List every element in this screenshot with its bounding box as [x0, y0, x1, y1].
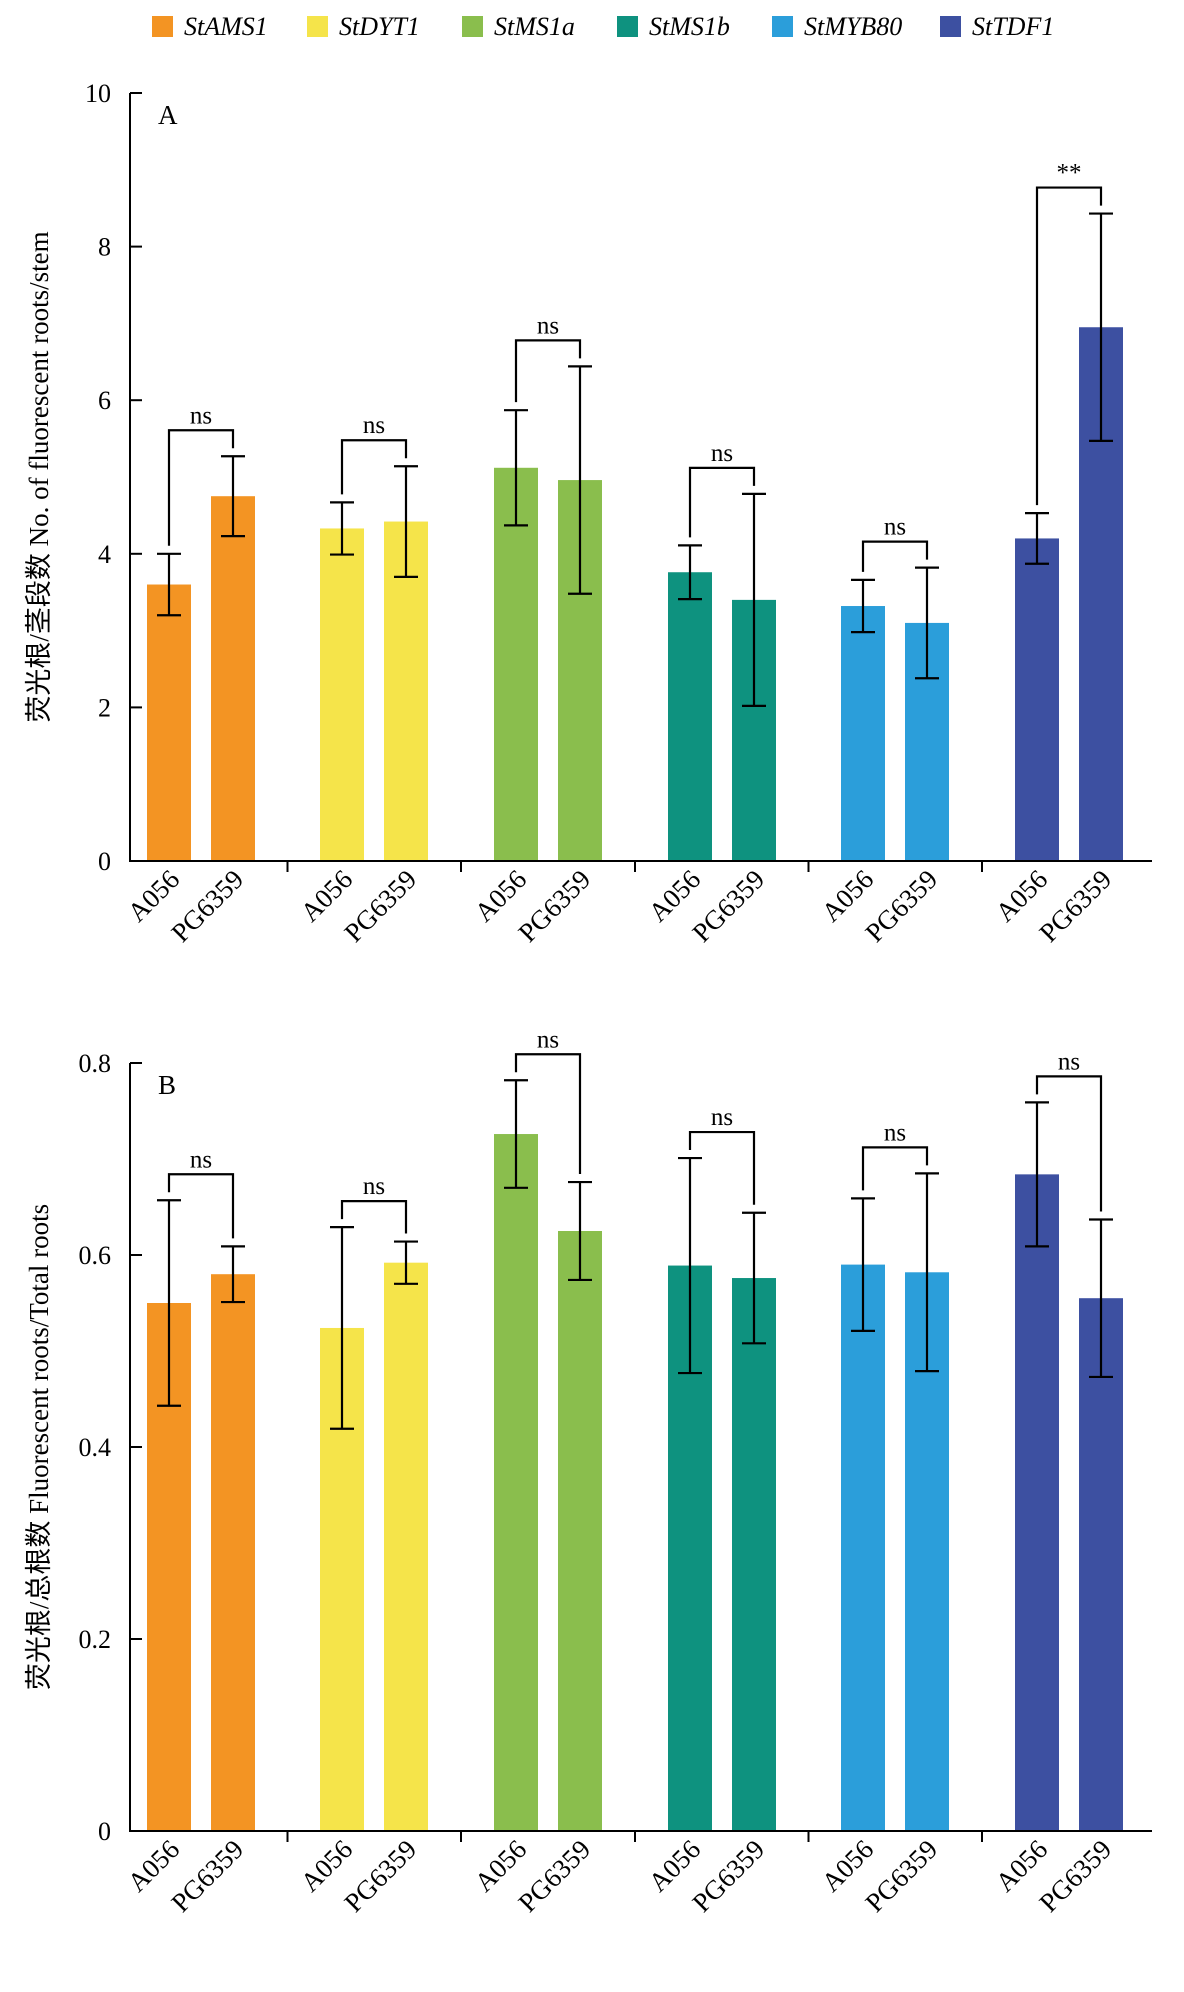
legend-swatch-StMS1b: [617, 16, 638, 37]
significance-bracket-StAMS1: [167, 1173, 235, 1239]
legend-label-StTDF1: StTDF1: [972, 12, 1054, 41]
significance-bracket-StMYB80: [861, 1146, 929, 1191]
y-tick-label: 0.2: [79, 1625, 112, 1654]
legend-swatch-StAMS1: [152, 16, 173, 37]
significance-bracket-StTDF1: [1035, 1075, 1103, 1212]
significance-label-StMYB80: ns: [884, 514, 906, 541]
x-category-label-StTDF1-PG6359: PG6359: [1033, 864, 1117, 948]
x-category-label-StDYT1-PG6359: PG6359: [338, 1834, 422, 1918]
x-category-label-StDYT1-PG6359: PG6359: [338, 864, 422, 948]
bar-StAMS1-A056: [147, 584, 191, 861]
bar-StMS1a-A056: [494, 467, 538, 861]
x-category-label-StMS1b-PG6359: PG6359: [686, 1834, 770, 1918]
bar-StDYT1-PG6359: [384, 521, 428, 861]
significance-bracket-StAMS1: [167, 429, 235, 546]
significance-bracket-StMS1a: [514, 1053, 582, 1175]
significance-bracket-StDYT1: [340, 1200, 408, 1234]
significance-bracket-StMS1a: [514, 339, 582, 403]
x-category-label-StMYB80-PG6359: PG6359: [859, 1834, 943, 1918]
y-tick-label: 10: [85, 79, 111, 108]
significance-label-StMS1a: ns: [537, 312, 559, 339]
x-category-label-StAMS1-PG6359: PG6359: [165, 864, 249, 948]
significance-label-StTDF1: ns: [1058, 1048, 1080, 1075]
y-tick-label: 0.6: [79, 1241, 112, 1270]
panel-letter: B: [158, 1070, 176, 1100]
bar-StDYT1-A056: [320, 528, 364, 861]
legend-label-StMS1a: StMS1a: [494, 12, 575, 41]
legend-swatch-StMYB80: [772, 16, 793, 37]
legend-label-StMYB80: StMYB80: [804, 12, 902, 41]
y-tick-label: 0.8: [79, 1049, 112, 1078]
x-category-label-StTDF1-PG6359: PG6359: [1033, 1834, 1117, 1918]
bar-StMYB80-A056: [841, 606, 885, 861]
significance-label-StMS1a: ns: [537, 1026, 559, 1053]
legend-label-StDYT1: StDYT1: [339, 12, 420, 41]
y-axis-title: 荧光根/茎段数 No. of fluorescent roots/stem: [24, 231, 54, 722]
x-category-label-StMS1a-PG6359: PG6359: [512, 864, 596, 948]
bar-StMS1b-A056: [668, 572, 712, 861]
significance-label-StDYT1: ns: [363, 1173, 385, 1200]
bar-StMYB80-A056: [841, 1264, 885, 1831]
legend-label-StAMS1: StAMS1: [184, 12, 268, 41]
x-category-label-StMYB80-PG6359: PG6359: [859, 864, 943, 948]
y-tick-label: 6: [98, 386, 111, 415]
bar-StMS1b-PG6359: [732, 1278, 776, 1831]
significance-label-StMS1b: ns: [711, 1104, 733, 1131]
bar-StDYT1-PG6359: [384, 1262, 428, 1831]
panel-letter: A: [158, 100, 178, 130]
significance-label-StTDF1: **: [1057, 160, 1082, 187]
significance-label-StAMS1: ns: [190, 1146, 212, 1173]
significance-label-StAMS1: ns: [190, 402, 212, 429]
significance-bracket-StMS1b: [688, 1130, 756, 1205]
bar-StMS1a-PG6359: [558, 1231, 602, 1831]
significance-bracket-StMS1b: [688, 466, 756, 538]
y-axis-title: 荧光根/总根数 Fluorescent roots/Total roots: [24, 1204, 54, 1690]
y-tick-label: 0: [98, 1817, 111, 1846]
x-category-label-StAMS1-PG6359: PG6359: [165, 1834, 249, 1918]
significance-label-StMS1b: ns: [711, 440, 733, 467]
bar-StMS1a-A056: [494, 1134, 538, 1831]
bar-StTDF1-A056: [1015, 538, 1059, 861]
significance-label-StDYT1: ns: [363, 412, 385, 439]
y-tick-label: 4: [98, 540, 111, 569]
legend-swatch-StTDF1: [940, 16, 961, 37]
significance-bracket-StDYT1: [340, 439, 408, 495]
significance-bracket-StMYB80: [861, 540, 929, 572]
y-tick-label: 8: [98, 233, 111, 262]
bar-StAMS1-PG6359: [211, 1274, 255, 1831]
bar-StTDF1-A056: [1015, 1174, 1059, 1831]
x-category-label-StMS1a-PG6359: PG6359: [512, 1834, 596, 1918]
y-tick-label: 2: [98, 693, 111, 722]
bar-StAMS1-PG6359: [211, 496, 255, 861]
y-tick-label: 0: [98, 847, 111, 876]
legend-swatch-StMS1a: [462, 16, 483, 37]
legend-swatch-StDYT1: [307, 16, 328, 37]
legend-label-StMS1b: StMS1b: [649, 12, 730, 41]
x-category-label-StMS1b-PG6359: PG6359: [686, 864, 770, 948]
significance-bracket-StTDF1: [1035, 186, 1103, 506]
legend: StAMS1 StDYT1 StMS1a StMS1b StMYB80 StTDF1: [152, 12, 1054, 41]
bar-StTDF1-PG6359: [1079, 1298, 1123, 1831]
significance-label-StMYB80: ns: [884, 1119, 906, 1146]
y-tick-label: 0.4: [79, 1433, 112, 1462]
